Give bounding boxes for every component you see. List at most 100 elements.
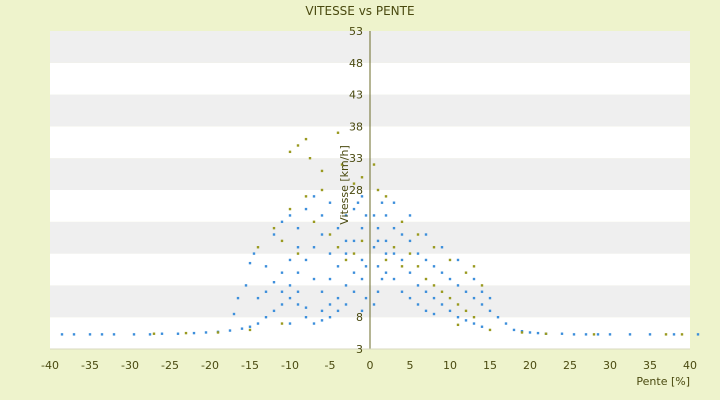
y-tick-label: 8 — [356, 311, 363, 324]
data-point — [328, 201, 332, 204]
y-tick-label: 28 — [349, 184, 363, 197]
data-point — [336, 246, 340, 249]
data-point — [312, 277, 316, 281]
data-point — [448, 296, 452, 300]
data-point — [192, 331, 196, 335]
data-point — [248, 261, 252, 265]
data-point — [100, 333, 104, 336]
x-tick-label: 5 — [407, 359, 414, 372]
data-point — [312, 246, 316, 249]
data-point — [440, 303, 444, 306]
data-point — [280, 239, 284, 243]
y-tick-label: 53 — [349, 25, 363, 38]
data-point — [480, 303, 484, 306]
data-point — [288, 207, 292, 211]
data-point — [472, 316, 476, 319]
data-point — [132, 333, 136, 336]
data-point — [236, 296, 240, 300]
data-point — [480, 290, 484, 293]
data-point — [336, 226, 340, 230]
y-tick-label: 48 — [349, 57, 363, 70]
x-tick-label: -40 — [41, 359, 59, 372]
data-point — [400, 265, 404, 268]
data-point — [628, 333, 632, 336]
data-point — [416, 252, 420, 255]
x-tick-label: 15 — [483, 359, 497, 372]
data-point — [376, 188, 380, 192]
x-tick-label: 10 — [443, 359, 457, 372]
data-point — [456, 284, 460, 287]
data-point — [296, 252, 300, 255]
data-point — [424, 258, 428, 262]
data-point — [392, 246, 396, 249]
data-point — [244, 284, 248, 287]
data-point — [372, 246, 376, 249]
data-point — [232, 312, 236, 316]
data-point — [296, 246, 300, 249]
data-point — [360, 239, 364, 243]
data-point — [496, 316, 500, 319]
data-point — [672, 333, 676, 336]
data-point — [400, 220, 404, 223]
data-point — [296, 271, 300, 274]
data-point — [424, 290, 428, 293]
data-point — [392, 226, 396, 230]
data-point — [352, 207, 356, 211]
data-point — [352, 239, 356, 243]
data-point — [488, 309, 492, 313]
data-point — [344, 303, 348, 306]
data-point — [432, 265, 436, 268]
data-point — [376, 290, 380, 293]
data-point — [424, 309, 428, 313]
data-point — [336, 131, 340, 134]
data-point — [472, 277, 476, 281]
data-point — [384, 195, 388, 198]
data-point — [336, 309, 340, 313]
data-point — [336, 265, 340, 268]
data-point — [264, 290, 268, 293]
data-point — [280, 290, 284, 293]
data-point — [384, 258, 388, 262]
data-point — [344, 239, 348, 243]
data-point — [288, 296, 292, 300]
data-point — [312, 322, 316, 325]
data-point — [360, 226, 364, 230]
data-point — [400, 233, 404, 236]
data-point — [112, 333, 116, 336]
data-point — [472, 296, 476, 300]
data-point — [272, 281, 276, 284]
data-point — [528, 331, 532, 334]
data-point — [304, 258, 308, 262]
data-point — [464, 309, 468, 313]
data-point — [480, 284, 484, 287]
data-point — [448, 309, 452, 313]
data-point — [376, 265, 380, 268]
data-point — [416, 303, 420, 306]
data-point — [320, 319, 324, 322]
data-point — [372, 163, 376, 166]
data-point — [288, 258, 292, 262]
data-point — [608, 333, 612, 336]
data-point — [440, 271, 444, 274]
data-point — [392, 201, 396, 204]
data-point — [288, 150, 292, 154]
data-point — [416, 265, 420, 268]
data-point — [384, 252, 388, 255]
x-tick-label: -15 — [241, 359, 259, 372]
data-point — [456, 316, 460, 319]
data-point — [344, 284, 348, 287]
x-axis-label: Pente [%] — [636, 375, 690, 388]
y-tick-label: 43 — [349, 89, 363, 102]
data-point — [392, 277, 396, 281]
data-point — [512, 328, 516, 332]
data-point — [272, 233, 276, 236]
data-points — [60, 131, 700, 336]
y-axis-label: Vitesse [km/h] — [338, 145, 351, 225]
data-point — [256, 246, 260, 249]
data-point — [464, 271, 468, 274]
data-point — [304, 195, 308, 198]
data-point — [288, 284, 292, 287]
data-point — [432, 296, 436, 300]
